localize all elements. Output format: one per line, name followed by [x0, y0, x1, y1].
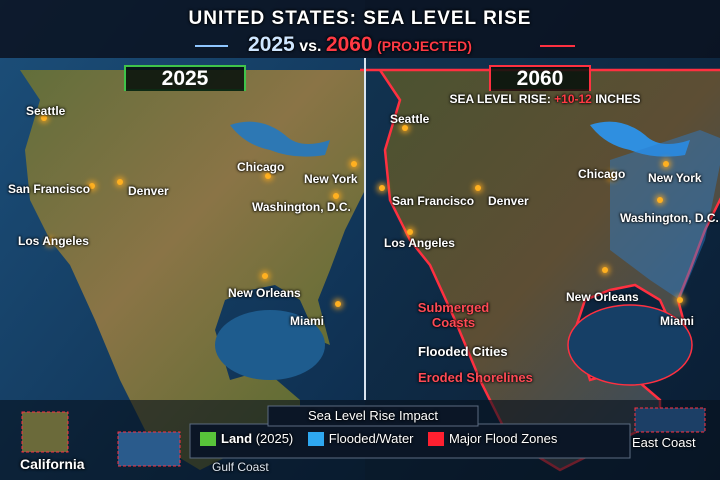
- city-dot: [89, 183, 95, 189]
- city-dot: [379, 185, 385, 191]
- city-label: Washington, D.C.: [252, 200, 351, 214]
- city-dot: [663, 161, 669, 167]
- inset-label: Gulf Coast: [212, 460, 269, 474]
- rise-note: SEA LEVEL RISE: +10-12 INCHES: [440, 92, 650, 106]
- legend-label: Land: [221, 431, 253, 446]
- city-dot: [609, 173, 615, 179]
- panel-label-2060: 2060: [491, 67, 589, 91]
- city-dot: [117, 179, 123, 185]
- legend-item: Major Flood Zones: [427, 431, 558, 446]
- city-label: Los Angeles: [18, 234, 89, 248]
- city-dot: [265, 173, 271, 179]
- city-label: New York: [648, 171, 702, 185]
- city-dot: [47, 239, 53, 245]
- rise-prefix: SEA LEVEL RISE:: [449, 92, 551, 106]
- city-dot: [657, 197, 663, 203]
- year-a: 2025: [248, 33, 295, 56]
- city-dot: [475, 185, 481, 191]
- city-label: San Francisco: [8, 182, 91, 196]
- city-label: New Orleans: [566, 290, 639, 304]
- year-b: 2060: [325, 33, 373, 56]
- legend: Land (2025) Flooded/Water Major Flood Zo…: [200, 431, 567, 451]
- annotation: Submerged Coasts: [417, 300, 490, 330]
- city-label: Denver: [488, 194, 529, 208]
- city-dot: [333, 193, 339, 199]
- city-dot: [335, 301, 341, 307]
- city-dot: [407, 229, 413, 235]
- city-dot: [262, 273, 268, 279]
- city-label: Chicago: [578, 167, 626, 181]
- city-label: Seattle: [390, 112, 430, 126]
- inset-label: East Coast: [632, 435, 696, 450]
- vs: vs.: [299, 38, 322, 55]
- city-dot: [677, 297, 683, 303]
- legend-item: Land (2025): [200, 431, 293, 446]
- projected: (PROJECTED): [377, 38, 472, 54]
- legend-label: Major Flood Zones: [448, 431, 558, 446]
- city-label: Los Angeles: [384, 236, 455, 250]
- legend-note: (2025): [255, 431, 294, 446]
- city-dot: [351, 161, 357, 167]
- panel-label-2025: 2025: [126, 67, 244, 91]
- rise-value: +10-12: [554, 92, 592, 106]
- city-label: New Orleans: [228, 286, 301, 300]
- city-label: Seattle: [26, 104, 66, 118]
- rise-unit: INCHES: [595, 92, 641, 106]
- annotation: Flooded Cities: [418, 344, 508, 359]
- legend-title: Sea Level Rise Impact: [307, 408, 439, 423]
- city-label: San Francisco: [392, 194, 475, 208]
- legend-label: Flooded/Water: [328, 431, 414, 446]
- city-label: Denver: [128, 184, 169, 198]
- city-dot: [41, 115, 47, 121]
- city-label: Miami: [290, 314, 325, 328]
- city-dot: [402, 125, 408, 131]
- city-dot: [602, 267, 608, 273]
- subtitle: 2025 vs. 2060 (PROJECTED): [0, 33, 720, 57]
- city-label: Washington, D.C.: [620, 211, 719, 225]
- annotation: Eroded Shorelines: [418, 370, 533, 385]
- city-label: Chicago: [237, 160, 285, 174]
- city-label: Miami: [660, 314, 695, 328]
- inset-label: California: [20, 456, 85, 472]
- legend-item: Flooded/Water: [307, 431, 414, 446]
- title: UNITED STATES: SEA LEVEL RISE: [188, 8, 532, 29]
- city-label: New York: [304, 172, 358, 186]
